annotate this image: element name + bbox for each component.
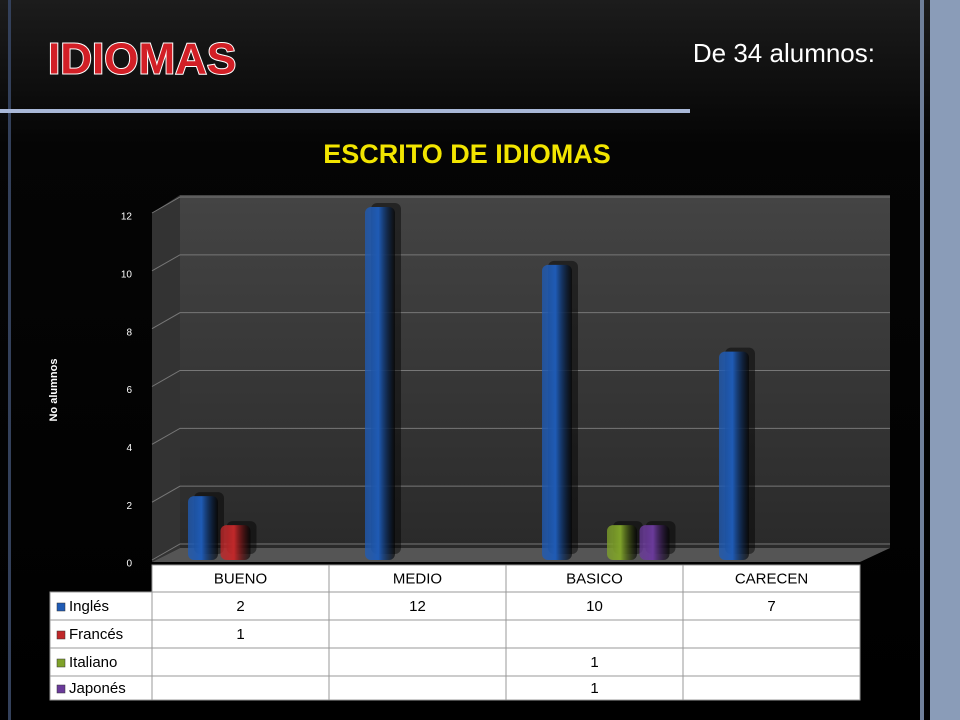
bar bbox=[365, 203, 401, 560]
bar bbox=[639, 521, 676, 560]
bar bbox=[188, 492, 224, 560]
y-tick-label: 10 bbox=[121, 269, 133, 280]
table-value: 7 bbox=[767, 598, 775, 615]
legend-label: Francés bbox=[69, 626, 123, 643]
legend-label: Japonés bbox=[69, 680, 126, 697]
grid-line bbox=[151, 312, 890, 330]
bar-body bbox=[188, 496, 218, 560]
side-line bbox=[920, 0, 924, 720]
header-rule bbox=[0, 109, 690, 113]
legend-swatch bbox=[56, 630, 66, 640]
x-tick-label: BASICO bbox=[566, 570, 623, 587]
bar-body bbox=[639, 525, 670, 560]
grid-line bbox=[151, 370, 890, 387]
table-value: 2 bbox=[236, 598, 244, 615]
table-value: 10 bbox=[586, 598, 603, 615]
grid-line bbox=[151, 427, 890, 445]
legend-swatch bbox=[56, 684, 66, 694]
side-stripe bbox=[930, 0, 960, 720]
table-bg bbox=[49, 591, 861, 701]
x-tick-label: BUENO bbox=[214, 570, 267, 587]
table-value: 1 bbox=[236, 626, 244, 643]
bar-body bbox=[719, 351, 749, 560]
bar bbox=[719, 347, 755, 560]
left-line bbox=[8, 0, 11, 720]
bar-body bbox=[220, 525, 251, 560]
table-value: 12 bbox=[409, 598, 426, 615]
bar bbox=[607, 521, 643, 560]
x-tick-label: CARECEN bbox=[735, 570, 808, 587]
grid-line bbox=[151, 485, 890, 503]
grid-line bbox=[151, 254, 890, 272]
bar-body bbox=[542, 264, 572, 560]
legend-label: Italiano bbox=[69, 654, 117, 671]
slide-subtitle: De 34 alumnos: bbox=[693, 38, 875, 68]
legend-swatch bbox=[56, 602, 66, 612]
floor bbox=[152, 548, 890, 562]
bar-body bbox=[607, 525, 637, 560]
x-tick-label: MEDIO bbox=[393, 570, 442, 587]
y-tick-label: 0 bbox=[126, 559, 132, 570]
y-tick-label: 4 bbox=[126, 443, 132, 454]
y-axis-label: No alumnos bbox=[48, 359, 60, 422]
legend-swatch bbox=[56, 658, 66, 668]
back-wall bbox=[180, 195, 890, 548]
y-tick-label: 12 bbox=[121, 212, 133, 223]
chart-title: ESCRITO DE IDIOMAS bbox=[323, 139, 611, 169]
bar-body bbox=[365, 207, 395, 560]
y-tick-label: 6 bbox=[126, 385, 132, 396]
grid-line bbox=[151, 196, 890, 214]
bar bbox=[542, 260, 578, 560]
legend-label: Inglés bbox=[69, 598, 109, 615]
bar bbox=[220, 521, 257, 560]
table-value: 1 bbox=[590, 680, 598, 697]
slide-title: IDIOMAS bbox=[48, 35, 236, 84]
y-tick-label: 8 bbox=[126, 327, 132, 338]
table-value: 1 bbox=[590, 654, 598, 671]
y-tick-label: 2 bbox=[126, 501, 132, 512]
